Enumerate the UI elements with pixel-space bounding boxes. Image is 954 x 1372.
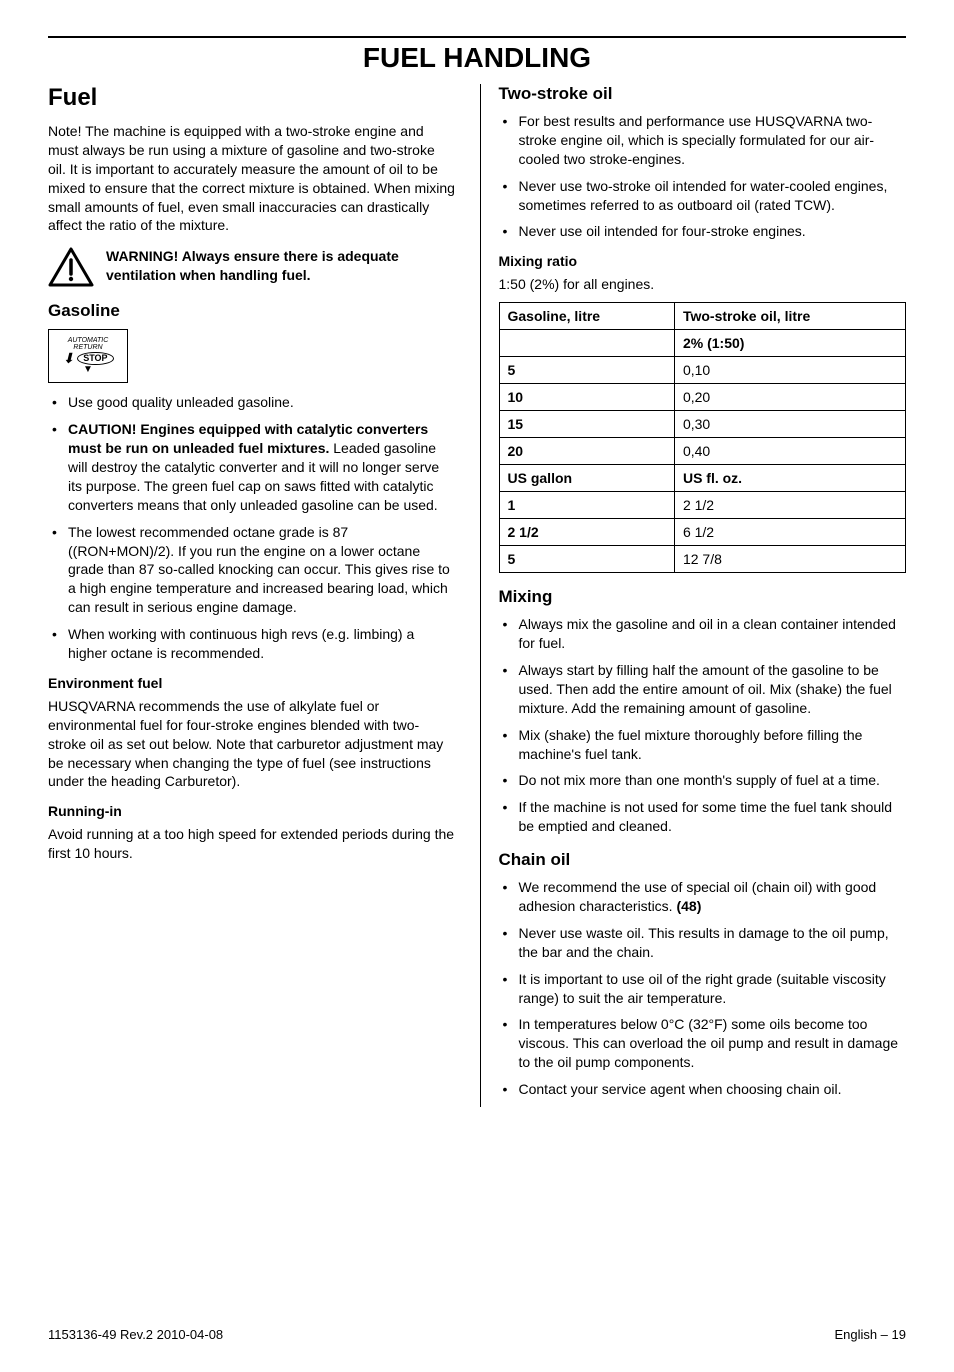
table-cell: 2 1/2 bbox=[499, 519, 674, 546]
table-cell: 0,30 bbox=[674, 411, 905, 438]
table-cell: 5 bbox=[499, 357, 674, 384]
table-header: US gallon bbox=[499, 465, 674, 492]
list-item: Never use oil intended for four-stroke e… bbox=[499, 222, 907, 241]
table-row: 50,10 bbox=[499, 357, 906, 384]
list-item: Use good quality unleaded gasoline. bbox=[48, 393, 456, 412]
table-row: 100,20 bbox=[499, 384, 906, 411]
running-in-text: Avoid running at a too high speed for ex… bbox=[48, 825, 456, 863]
list-item: Mix (shake) the fuel mixture thoroughly … bbox=[499, 726, 907, 764]
table-row: US gallonUS fl. oz. bbox=[499, 465, 906, 492]
warning-box: WARNING! Always ensure there is adequate… bbox=[48, 247, 456, 287]
running-in-heading: Running-in bbox=[48, 803, 456, 819]
right-column: Two-stroke oil For best results and perf… bbox=[480, 84, 907, 1107]
table-header: US fl. oz. bbox=[674, 465, 905, 492]
gasoline-bullets: Use good quality unleaded gasoline. CAUT… bbox=[48, 393, 456, 663]
table-row: 2 1/26 1/2 bbox=[499, 519, 906, 546]
list-item: It is important to use oil of the right … bbox=[499, 970, 907, 1008]
table-row: 512 7/8 bbox=[499, 546, 906, 573]
table-row: 200,40 bbox=[499, 438, 906, 465]
chain-ref-48: (48) bbox=[676, 898, 701, 914]
two-stroke-oil-heading: Two-stroke oil bbox=[499, 84, 907, 104]
list-item: For best results and performance use HUS… bbox=[499, 112, 907, 169]
footer-right: English – 19 bbox=[834, 1327, 906, 1342]
table-cell: 0,10 bbox=[674, 357, 905, 384]
page-title: FUEL HANDLING bbox=[48, 42, 906, 74]
mixing-heading: Mixing bbox=[499, 587, 907, 607]
fuel-heading: Fuel bbox=[48, 84, 456, 112]
table-cell: 20 bbox=[499, 438, 674, 465]
table-cell: 12 7/8 bbox=[674, 546, 905, 573]
page-footer: 1153136-49 Rev.2 2010-04-08 English – 19 bbox=[48, 1327, 906, 1342]
list-item: In temperatures below 0°C (32°F) some oi… bbox=[499, 1015, 907, 1072]
footer-left: 1153136-49 Rev.2 2010-04-08 bbox=[48, 1327, 223, 1342]
stop-auto-label: AUTOMATIC bbox=[68, 337, 109, 344]
list-item: Never use two-stroke oil intended for wa… bbox=[499, 177, 907, 215]
list-item: Contact your service agent when choosing… bbox=[499, 1080, 907, 1099]
table-row: Gasoline, litre Two-stroke oil, litre bbox=[499, 303, 906, 330]
two-column-layout: Fuel Note! The machine is equipped with … bbox=[48, 84, 906, 1107]
list-item: Never use waste oil. This results in dam… bbox=[499, 924, 907, 962]
stop-label: STOP bbox=[77, 352, 113, 365]
chain-oil-heading: Chain oil bbox=[499, 850, 907, 870]
table-cell bbox=[499, 330, 674, 357]
table-row: 12 1/2 bbox=[499, 492, 906, 519]
mixing-ratio-heading: Mixing ratio bbox=[499, 253, 907, 269]
list-item: Do not mix more than one month's supply … bbox=[499, 771, 907, 790]
stop-return-label: RETURN bbox=[73, 344, 102, 351]
gasoline-heading: Gasoline bbox=[48, 301, 456, 321]
table-row: 150,30 bbox=[499, 411, 906, 438]
left-column: Fuel Note! The machine is equipped with … bbox=[48, 84, 456, 1107]
table-cell: 0,20 bbox=[674, 384, 905, 411]
mixing-bullets: Always mix the gasoline and oil in a cle… bbox=[499, 615, 907, 836]
environment-fuel-heading: Environment fuel bbox=[48, 675, 456, 691]
table-cell: 10 bbox=[499, 384, 674, 411]
list-item: The lowest recommended octane grade is 8… bbox=[48, 523, 456, 617]
arrow-down-small-icon: ▼ bbox=[83, 365, 93, 375]
table-cell: 15 bbox=[499, 411, 674, 438]
two-stroke-bullets: For best results and performance use HUS… bbox=[499, 112, 907, 241]
warning-triangle-icon bbox=[48, 247, 94, 287]
table-cell: 6 1/2 bbox=[674, 519, 905, 546]
mixing-table: Gasoline, litre Two-stroke oil, litre 2%… bbox=[499, 302, 907, 573]
table-cell: 0,40 bbox=[674, 438, 905, 465]
mixing-ratio-text: 1:50 (2%) for all engines. bbox=[499, 275, 907, 294]
list-item: When working with continuous high revs (… bbox=[48, 625, 456, 663]
list-item: If the machine is not used for some time… bbox=[499, 798, 907, 836]
list-item: Always start by filling half the amount … bbox=[499, 661, 907, 718]
table-cell: 1 bbox=[499, 492, 674, 519]
table-header: Gasoline, litre bbox=[499, 303, 674, 330]
fuel-intro: Note! The machine is equipped with a two… bbox=[48, 122, 456, 235]
table-cell: 2% (1:50) bbox=[674, 330, 905, 357]
table-row: 2% (1:50) bbox=[499, 330, 906, 357]
table-cell: 2 1/2 bbox=[674, 492, 905, 519]
list-item: We recommend the use of special oil (cha… bbox=[499, 878, 907, 916]
table-cell: 5 bbox=[499, 546, 674, 573]
list-item: Always mix the gasoline and oil in a cle… bbox=[499, 615, 907, 653]
stop-switch-icon: AUTOMATIC RETURN ⬇ STOP ▼ bbox=[48, 329, 128, 383]
table-header: Two-stroke oil, litre bbox=[674, 303, 905, 330]
environment-fuel-text: HUSQVARNA recommends the use of alkylate… bbox=[48, 697, 456, 791]
warning-text: WARNING! Always ensure there is adequate… bbox=[106, 247, 456, 283]
list-item: CAUTION! Engines equipped with catalytic… bbox=[48, 420, 456, 514]
chain-oil-bullets: We recommend the use of special oil (cha… bbox=[499, 878, 907, 1099]
arrow-down-icon: ⬇ bbox=[62, 351, 74, 365]
